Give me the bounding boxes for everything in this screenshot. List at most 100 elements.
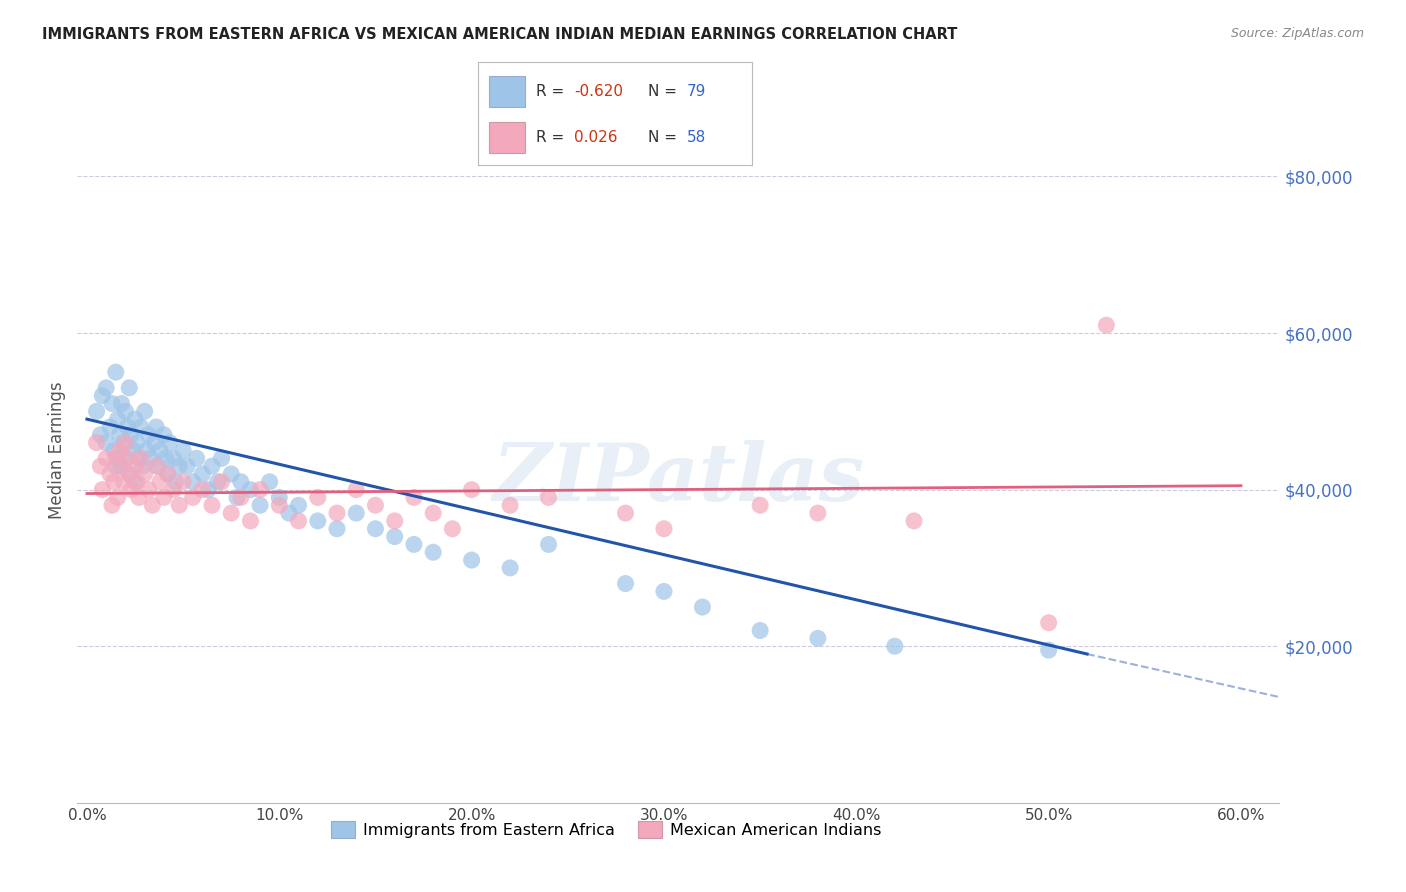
Text: R =: R =	[536, 130, 574, 145]
Point	[614, 576, 637, 591]
Point	[135, 443, 157, 458]
Point	[146, 459, 169, 474]
Point	[692, 600, 714, 615]
Legend: Immigrants from Eastern Africa, Mexican American Indians: Immigrants from Eastern Africa, Mexican …	[325, 814, 889, 844]
Point	[101, 498, 124, 512]
Point	[207, 475, 229, 489]
Point	[191, 467, 214, 481]
Point	[181, 491, 204, 505]
Point	[125, 435, 148, 450]
Point	[108, 443, 131, 458]
Point	[269, 491, 291, 505]
Point	[107, 451, 129, 466]
Point	[807, 632, 830, 646]
Point	[120, 483, 142, 497]
Point	[269, 498, 291, 512]
Point	[201, 498, 224, 512]
Point	[259, 475, 281, 489]
Point	[98, 467, 121, 481]
Point	[201, 459, 224, 474]
Point	[96, 451, 118, 466]
Point	[139, 451, 162, 466]
FancyBboxPatch shape	[489, 76, 524, 106]
Point	[499, 498, 522, 512]
Point	[98, 420, 121, 434]
Point	[219, 467, 242, 481]
Point	[156, 467, 179, 481]
Point	[226, 491, 249, 505]
Point	[110, 459, 132, 474]
Point	[277, 506, 299, 520]
Text: R =: R =	[536, 84, 569, 99]
Point	[103, 475, 125, 489]
Point	[197, 483, 219, 497]
Point	[460, 553, 482, 567]
Point	[176, 459, 198, 474]
Point	[460, 483, 482, 497]
Point	[114, 451, 136, 466]
Point	[107, 491, 129, 505]
Point	[117, 420, 139, 434]
Point	[287, 514, 309, 528]
Point	[537, 537, 560, 551]
Point	[110, 459, 132, 474]
Point	[145, 420, 167, 434]
Text: Source: ZipAtlas.com: Source: ZipAtlas.com	[1230, 27, 1364, 40]
Point	[307, 491, 329, 505]
Point	[101, 396, 124, 410]
Point	[153, 427, 176, 442]
Point	[134, 404, 156, 418]
Point	[169, 459, 191, 474]
Point	[162, 451, 184, 466]
Point	[652, 522, 675, 536]
Point	[108, 427, 131, 442]
Point	[89, 459, 111, 474]
Point	[883, 639, 905, 653]
Point	[124, 475, 146, 489]
Point	[652, 584, 675, 599]
Point	[211, 475, 233, 489]
Point	[134, 467, 156, 481]
Point	[118, 467, 141, 481]
Text: 0.026: 0.026	[574, 130, 617, 145]
Point	[239, 514, 262, 528]
Point	[128, 451, 150, 466]
Point	[1038, 643, 1060, 657]
Point	[155, 451, 177, 466]
Point	[120, 427, 142, 442]
Point	[402, 491, 425, 505]
Point	[211, 451, 233, 466]
Point	[124, 459, 146, 474]
Point	[344, 506, 367, 520]
Point	[124, 412, 146, 426]
Point	[384, 514, 406, 528]
Point	[129, 420, 152, 434]
Point	[86, 435, 108, 450]
Point	[219, 506, 242, 520]
Point	[91, 389, 114, 403]
Point	[107, 412, 129, 426]
Point	[118, 381, 141, 395]
Text: IMMIGRANTS FROM EASTERN AFRICA VS MEXICAN AMERICAN INDIAN MEDIAN EARNINGS CORREL: IMMIGRANTS FROM EASTERN AFRICA VS MEXICA…	[42, 27, 957, 42]
Point	[122, 443, 145, 458]
Point	[186, 451, 208, 466]
Point	[125, 475, 148, 489]
Point	[307, 514, 329, 528]
Point	[239, 483, 262, 497]
Point	[326, 506, 349, 520]
Point	[86, 404, 108, 418]
Point	[191, 483, 214, 497]
Text: N =: N =	[648, 130, 682, 145]
Point	[118, 467, 141, 481]
Point	[159, 435, 181, 450]
Point	[249, 498, 271, 512]
Point	[172, 443, 194, 458]
Text: 79: 79	[686, 84, 706, 99]
Point	[138, 427, 160, 442]
Point	[143, 435, 166, 450]
Y-axis label: Median Earnings: Median Earnings	[48, 382, 66, 519]
Point	[1095, 318, 1118, 333]
Point	[165, 475, 187, 489]
Point	[903, 514, 925, 528]
Point	[162, 483, 184, 497]
